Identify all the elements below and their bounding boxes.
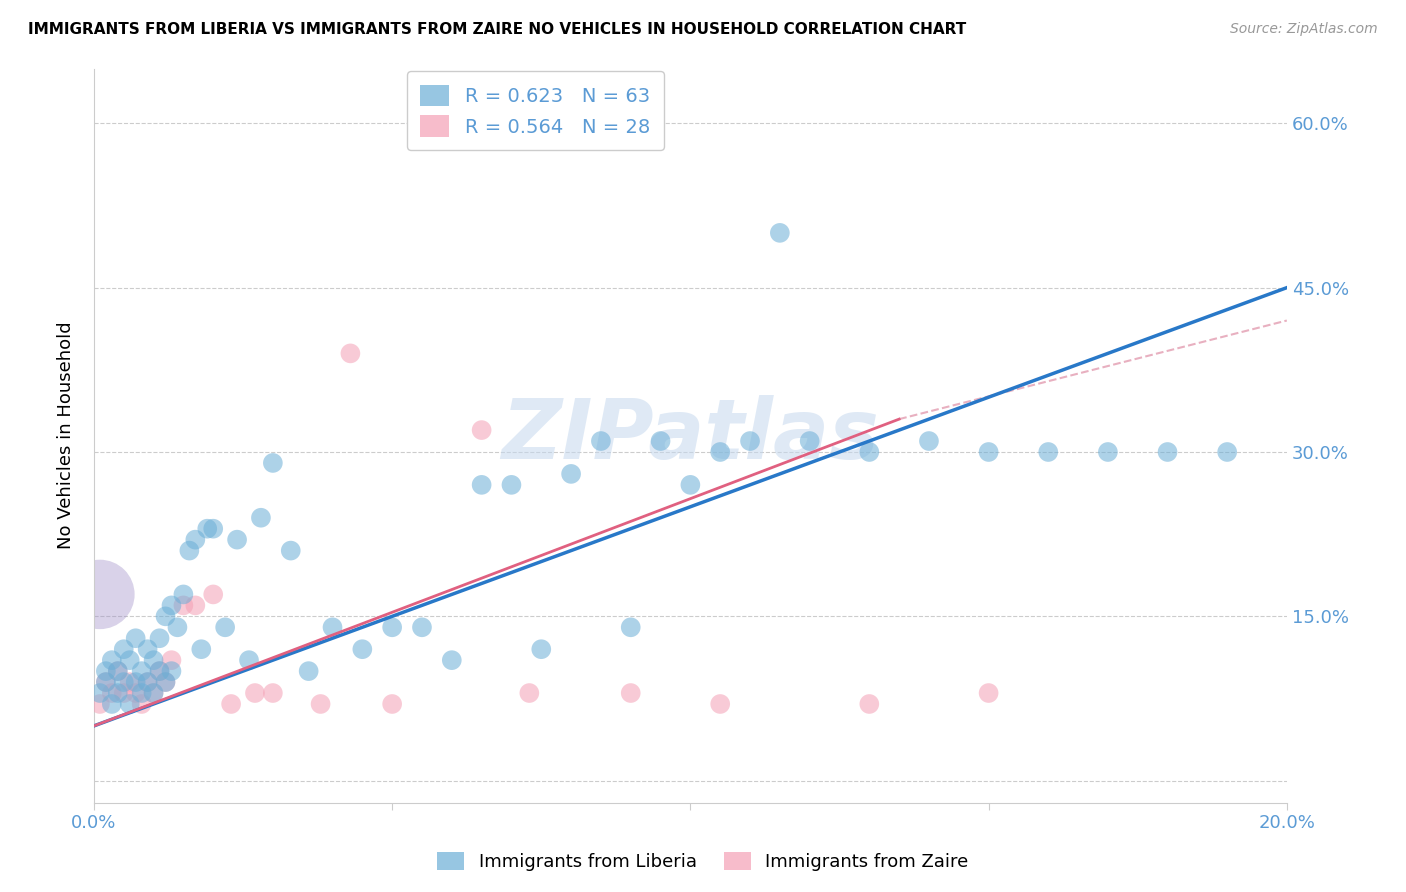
Point bbox=[709, 697, 731, 711]
Point bbox=[131, 664, 153, 678]
Point bbox=[262, 686, 284, 700]
Point bbox=[381, 620, 404, 634]
Point bbox=[131, 697, 153, 711]
Point bbox=[94, 675, 117, 690]
Point bbox=[94, 675, 117, 690]
Point bbox=[589, 434, 612, 448]
Point bbox=[352, 642, 374, 657]
Point bbox=[738, 434, 761, 448]
Point bbox=[298, 664, 321, 678]
Legend: Immigrants from Liberia, Immigrants from Zaire: Immigrants from Liberia, Immigrants from… bbox=[430, 845, 976, 879]
Point bbox=[1038, 445, 1060, 459]
Text: ZIPatlas: ZIPatlas bbox=[502, 395, 879, 476]
Point bbox=[620, 620, 643, 634]
Point bbox=[381, 697, 404, 711]
Point bbox=[1156, 445, 1178, 459]
Point bbox=[250, 510, 273, 524]
Point bbox=[918, 434, 941, 448]
Point bbox=[202, 522, 225, 536]
Point bbox=[280, 543, 302, 558]
Point bbox=[471, 423, 494, 437]
Point bbox=[709, 445, 731, 459]
Point bbox=[1216, 445, 1239, 459]
Point bbox=[142, 686, 165, 700]
Point bbox=[89, 686, 111, 700]
Point bbox=[112, 642, 135, 657]
Legend: R = 0.623   N = 63, R = 0.564   N = 28: R = 0.623 N = 63, R = 0.564 N = 28 bbox=[406, 70, 664, 150]
Point bbox=[214, 620, 236, 634]
Point bbox=[136, 675, 159, 690]
Point bbox=[101, 697, 124, 711]
Point bbox=[155, 609, 177, 624]
Point bbox=[131, 686, 153, 700]
Point bbox=[107, 686, 129, 700]
Point bbox=[118, 697, 141, 711]
Point bbox=[858, 697, 880, 711]
Point bbox=[650, 434, 672, 448]
Point bbox=[977, 686, 1000, 700]
Point bbox=[148, 664, 170, 678]
Point bbox=[179, 543, 201, 558]
Point bbox=[858, 445, 880, 459]
Point bbox=[136, 642, 159, 657]
Point bbox=[471, 478, 494, 492]
Point bbox=[620, 686, 643, 700]
Point bbox=[155, 675, 177, 690]
Point bbox=[309, 697, 332, 711]
Point bbox=[107, 664, 129, 678]
Point bbox=[195, 522, 218, 536]
Point bbox=[411, 620, 433, 634]
Point bbox=[142, 686, 165, 700]
Point bbox=[118, 675, 141, 690]
Point bbox=[125, 686, 148, 700]
Point bbox=[440, 653, 463, 667]
Point bbox=[89, 587, 111, 601]
Point bbox=[118, 653, 141, 667]
Point bbox=[321, 620, 343, 634]
Point bbox=[160, 599, 183, 613]
Point bbox=[148, 664, 170, 678]
Point bbox=[339, 346, 361, 360]
Text: Source: ZipAtlas.com: Source: ZipAtlas.com bbox=[1230, 22, 1378, 37]
Point bbox=[142, 653, 165, 667]
Point bbox=[125, 632, 148, 646]
Point bbox=[202, 587, 225, 601]
Point bbox=[94, 664, 117, 678]
Point bbox=[160, 664, 183, 678]
Point bbox=[243, 686, 266, 700]
Point bbox=[136, 675, 159, 690]
Point bbox=[172, 587, 194, 601]
Point bbox=[125, 675, 148, 690]
Point bbox=[219, 697, 242, 711]
Point bbox=[184, 533, 207, 547]
Point bbox=[101, 686, 124, 700]
Point bbox=[799, 434, 821, 448]
Point bbox=[184, 599, 207, 613]
Point bbox=[517, 686, 540, 700]
Point bbox=[190, 642, 212, 657]
Point bbox=[769, 226, 792, 240]
Point bbox=[107, 664, 129, 678]
Point bbox=[1097, 445, 1119, 459]
Point bbox=[112, 686, 135, 700]
Point bbox=[160, 653, 183, 667]
Point bbox=[155, 675, 177, 690]
Point bbox=[172, 599, 194, 613]
Text: IMMIGRANTS FROM LIBERIA VS IMMIGRANTS FROM ZAIRE NO VEHICLES IN HOUSEHOLD CORREL: IMMIGRANTS FROM LIBERIA VS IMMIGRANTS FR… bbox=[28, 22, 966, 37]
Point bbox=[560, 467, 582, 481]
Point bbox=[89, 697, 111, 711]
Point bbox=[226, 533, 249, 547]
Point bbox=[977, 445, 1000, 459]
Point bbox=[148, 632, 170, 646]
Point bbox=[501, 478, 523, 492]
Point bbox=[238, 653, 260, 667]
Point bbox=[112, 675, 135, 690]
Y-axis label: No Vehicles in Household: No Vehicles in Household bbox=[58, 322, 75, 549]
Point bbox=[262, 456, 284, 470]
Point bbox=[166, 620, 188, 634]
Point bbox=[101, 653, 124, 667]
Point bbox=[679, 478, 702, 492]
Point bbox=[530, 642, 553, 657]
